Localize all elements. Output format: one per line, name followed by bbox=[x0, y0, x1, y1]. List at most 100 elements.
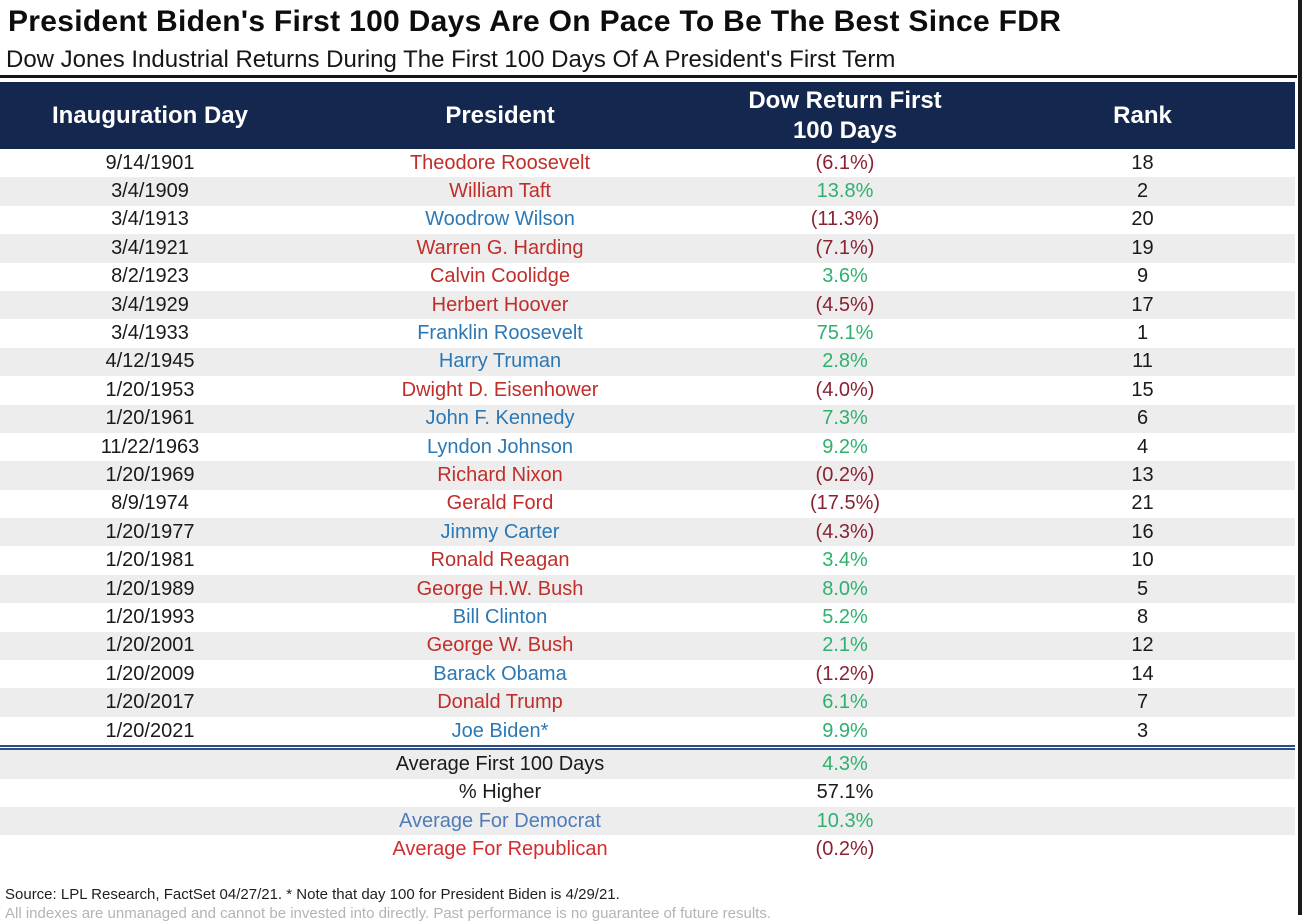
dow-return-value: 9.9% bbox=[700, 716, 990, 748]
president-name: George W. Bush bbox=[300, 631, 700, 661]
rank-value: 16 bbox=[990, 518, 1295, 547]
rank-value: 19 bbox=[990, 234, 1295, 263]
dow-return-value: (7.1%) bbox=[700, 234, 990, 263]
dow-return-value: (17.5%) bbox=[700, 489, 990, 519]
rank-value: 4 bbox=[990, 432, 1295, 462]
table-row: 1/20/1989 George H.W. Bush 8.0% 5 bbox=[0, 574, 1295, 604]
summary-value: 57.1% bbox=[700, 778, 990, 807]
rank-value: 3 bbox=[990, 716, 1295, 748]
table-row: 1/20/1981 Ronald Reagan 3.4% 10 bbox=[0, 546, 1295, 575]
summary-label: Average First 100 Days bbox=[300, 745, 700, 779]
summary-empty-cell bbox=[990, 778, 1295, 807]
table-row: 1/20/1969 Richard Nixon (0.2%) 13 bbox=[0, 461, 1295, 490]
president-name: Franklin Roosevelt bbox=[300, 319, 700, 348]
rank-value: 9 bbox=[990, 262, 1295, 291]
inauguration-date: 1/20/2021 bbox=[0, 716, 300, 748]
table-row: 3/4/1913 Woodrow Wilson (11.3%) 20 bbox=[0, 205, 1295, 235]
inauguration-date: 1/20/1977 bbox=[0, 518, 300, 547]
inauguration-date: 9/14/1901 bbox=[0, 149, 300, 178]
table-header: Inauguration Day President Dow Return Fi… bbox=[0, 82, 1295, 149]
dow-return-value: (4.3%) bbox=[700, 518, 990, 547]
table-row: 1/20/1977 Jimmy Carter (4.3%) 16 bbox=[0, 518, 1295, 547]
disclaimer-note-clipped: All indexes are unmanaged and cannot be … bbox=[5, 905, 772, 922]
inauguration-date: 1/20/2017 bbox=[0, 688, 300, 717]
dow-return-value: 2.1% bbox=[700, 631, 990, 661]
rank-value: 7 bbox=[990, 688, 1295, 717]
president-name: Herbert Hoover bbox=[300, 290, 700, 320]
summary-empty-cell bbox=[0, 745, 300, 779]
dow-return-value: 3.6% bbox=[700, 262, 990, 291]
president-name: Bill Clinton bbox=[300, 603, 700, 632]
inauguration-date: 1/20/1969 bbox=[0, 461, 300, 490]
dow-return-value: 9.2% bbox=[700, 432, 990, 462]
president-name: Richard Nixon bbox=[300, 461, 700, 490]
summary-body: Average First 100 Days 4.3% % Higher 57.… bbox=[0, 745, 1295, 864]
table-row: 3/4/1933 Franklin Roosevelt 75.1% 1 bbox=[0, 319, 1295, 348]
inauguration-date: 3/4/1929 bbox=[0, 290, 300, 320]
president-name: Donald Trump bbox=[300, 688, 700, 717]
summary-empty-cell bbox=[0, 806, 300, 836]
inauguration-date: 3/4/1921 bbox=[0, 234, 300, 263]
rank-value: 10 bbox=[990, 546, 1295, 575]
right-edge-border bbox=[1298, 0, 1302, 915]
president-name: Calvin Coolidge bbox=[300, 262, 700, 291]
table-row: 4/12/1945 Harry Truman 2.8% 11 bbox=[0, 347, 1295, 377]
summary-row: Average First 100 Days 4.3% bbox=[0, 745, 1295, 779]
summary-empty-cell bbox=[990, 835, 1295, 864]
inauguration-date: 1/20/1981 bbox=[0, 546, 300, 575]
president-name: Barack Obama bbox=[300, 660, 700, 689]
table-row: 8/2/1923 Calvin Coolidge 3.6% 9 bbox=[0, 262, 1295, 291]
president-name: Gerald Ford bbox=[300, 489, 700, 519]
summary-value: 10.3% bbox=[700, 806, 990, 836]
summary-label: Average For Democrat bbox=[300, 806, 700, 836]
summary-row: % Higher 57.1% bbox=[0, 778, 1295, 807]
column-header-inauguration-day: Inauguration Day bbox=[0, 82, 300, 149]
rank-value: 8 bbox=[990, 603, 1295, 632]
table-row: 1/20/1961 John F. Kennedy 7.3% 6 bbox=[0, 404, 1295, 433]
dow-return-value: 8.0% bbox=[700, 574, 990, 604]
inauguration-date: 3/4/1909 bbox=[0, 177, 300, 206]
rank-value: 2 bbox=[990, 177, 1295, 206]
table-row: 1/20/2001 George W. Bush 2.1% 12 bbox=[0, 631, 1295, 661]
summary-row: Average For Republican (0.2%) bbox=[0, 835, 1295, 864]
table-row: 11/22/1963 Lyndon Johnson 9.2% 4 bbox=[0, 432, 1295, 462]
returns-table: Inauguration Day President Dow Return Fi… bbox=[0, 82, 1295, 864]
president-name: Ronald Reagan bbox=[300, 546, 700, 575]
table-row: 3/4/1929 Herbert Hoover (4.5%) 17 bbox=[0, 290, 1295, 320]
president-name: Lyndon Johnson bbox=[300, 432, 700, 462]
dow-return-value: 13.8% bbox=[700, 177, 990, 206]
dow-return-value: (0.2%) bbox=[700, 461, 990, 490]
summary-empty-cell bbox=[990, 806, 1295, 836]
table-row: 8/9/1974 Gerald Ford (17.5%) 21 bbox=[0, 489, 1295, 519]
president-name: Dwight D. Eisenhower bbox=[300, 376, 700, 405]
rank-value: 18 bbox=[990, 149, 1295, 178]
rank-value: 1 bbox=[990, 319, 1295, 348]
table-row: 1/20/2017 Donald Trump 6.1% 7 bbox=[0, 688, 1295, 717]
rank-value: 17 bbox=[990, 290, 1295, 320]
dow-return-value: 5.2% bbox=[700, 603, 990, 632]
inauguration-date: 1/20/1989 bbox=[0, 574, 300, 604]
header-row: Inauguration Day President Dow Return Fi… bbox=[0, 82, 1295, 149]
inauguration-date: 4/12/1945 bbox=[0, 347, 300, 377]
column-header-dow-return-line1: Dow Return First bbox=[748, 86, 942, 114]
table-row: 3/4/1909 William Taft 13.8% 2 bbox=[0, 177, 1295, 206]
dow-return-value: 3.4% bbox=[700, 546, 990, 575]
dow-return-value: (4.0%) bbox=[700, 376, 990, 405]
summary-label: % Higher bbox=[300, 778, 700, 807]
dow-return-value: (6.1%) bbox=[700, 149, 990, 178]
table-row: 1/20/2009 Barack Obama (1.2%) 14 bbox=[0, 660, 1295, 689]
rank-value: 6 bbox=[990, 404, 1295, 433]
column-header-dow-return-line2: 100 Days bbox=[792, 116, 898, 144]
summary-value: (0.2%) bbox=[700, 835, 990, 864]
rank-value: 15 bbox=[990, 376, 1295, 405]
rank-value: 14 bbox=[990, 660, 1295, 689]
inauguration-date: 11/22/1963 bbox=[0, 432, 300, 462]
table-row: 3/4/1921 Warren G. Harding (7.1%) 19 bbox=[0, 234, 1295, 263]
president-name: Woodrow Wilson bbox=[300, 205, 700, 235]
table-row: 1/20/1993 Bill Clinton 5.2% 8 bbox=[0, 603, 1295, 632]
dow-return-value: (11.3%) bbox=[700, 205, 990, 235]
column-header-president: President bbox=[300, 82, 700, 149]
summary-row: Average For Democrat 10.3% bbox=[0, 806, 1295, 836]
column-header-rank: Rank bbox=[990, 82, 1295, 149]
dow-return-value: 6.1% bbox=[700, 688, 990, 717]
